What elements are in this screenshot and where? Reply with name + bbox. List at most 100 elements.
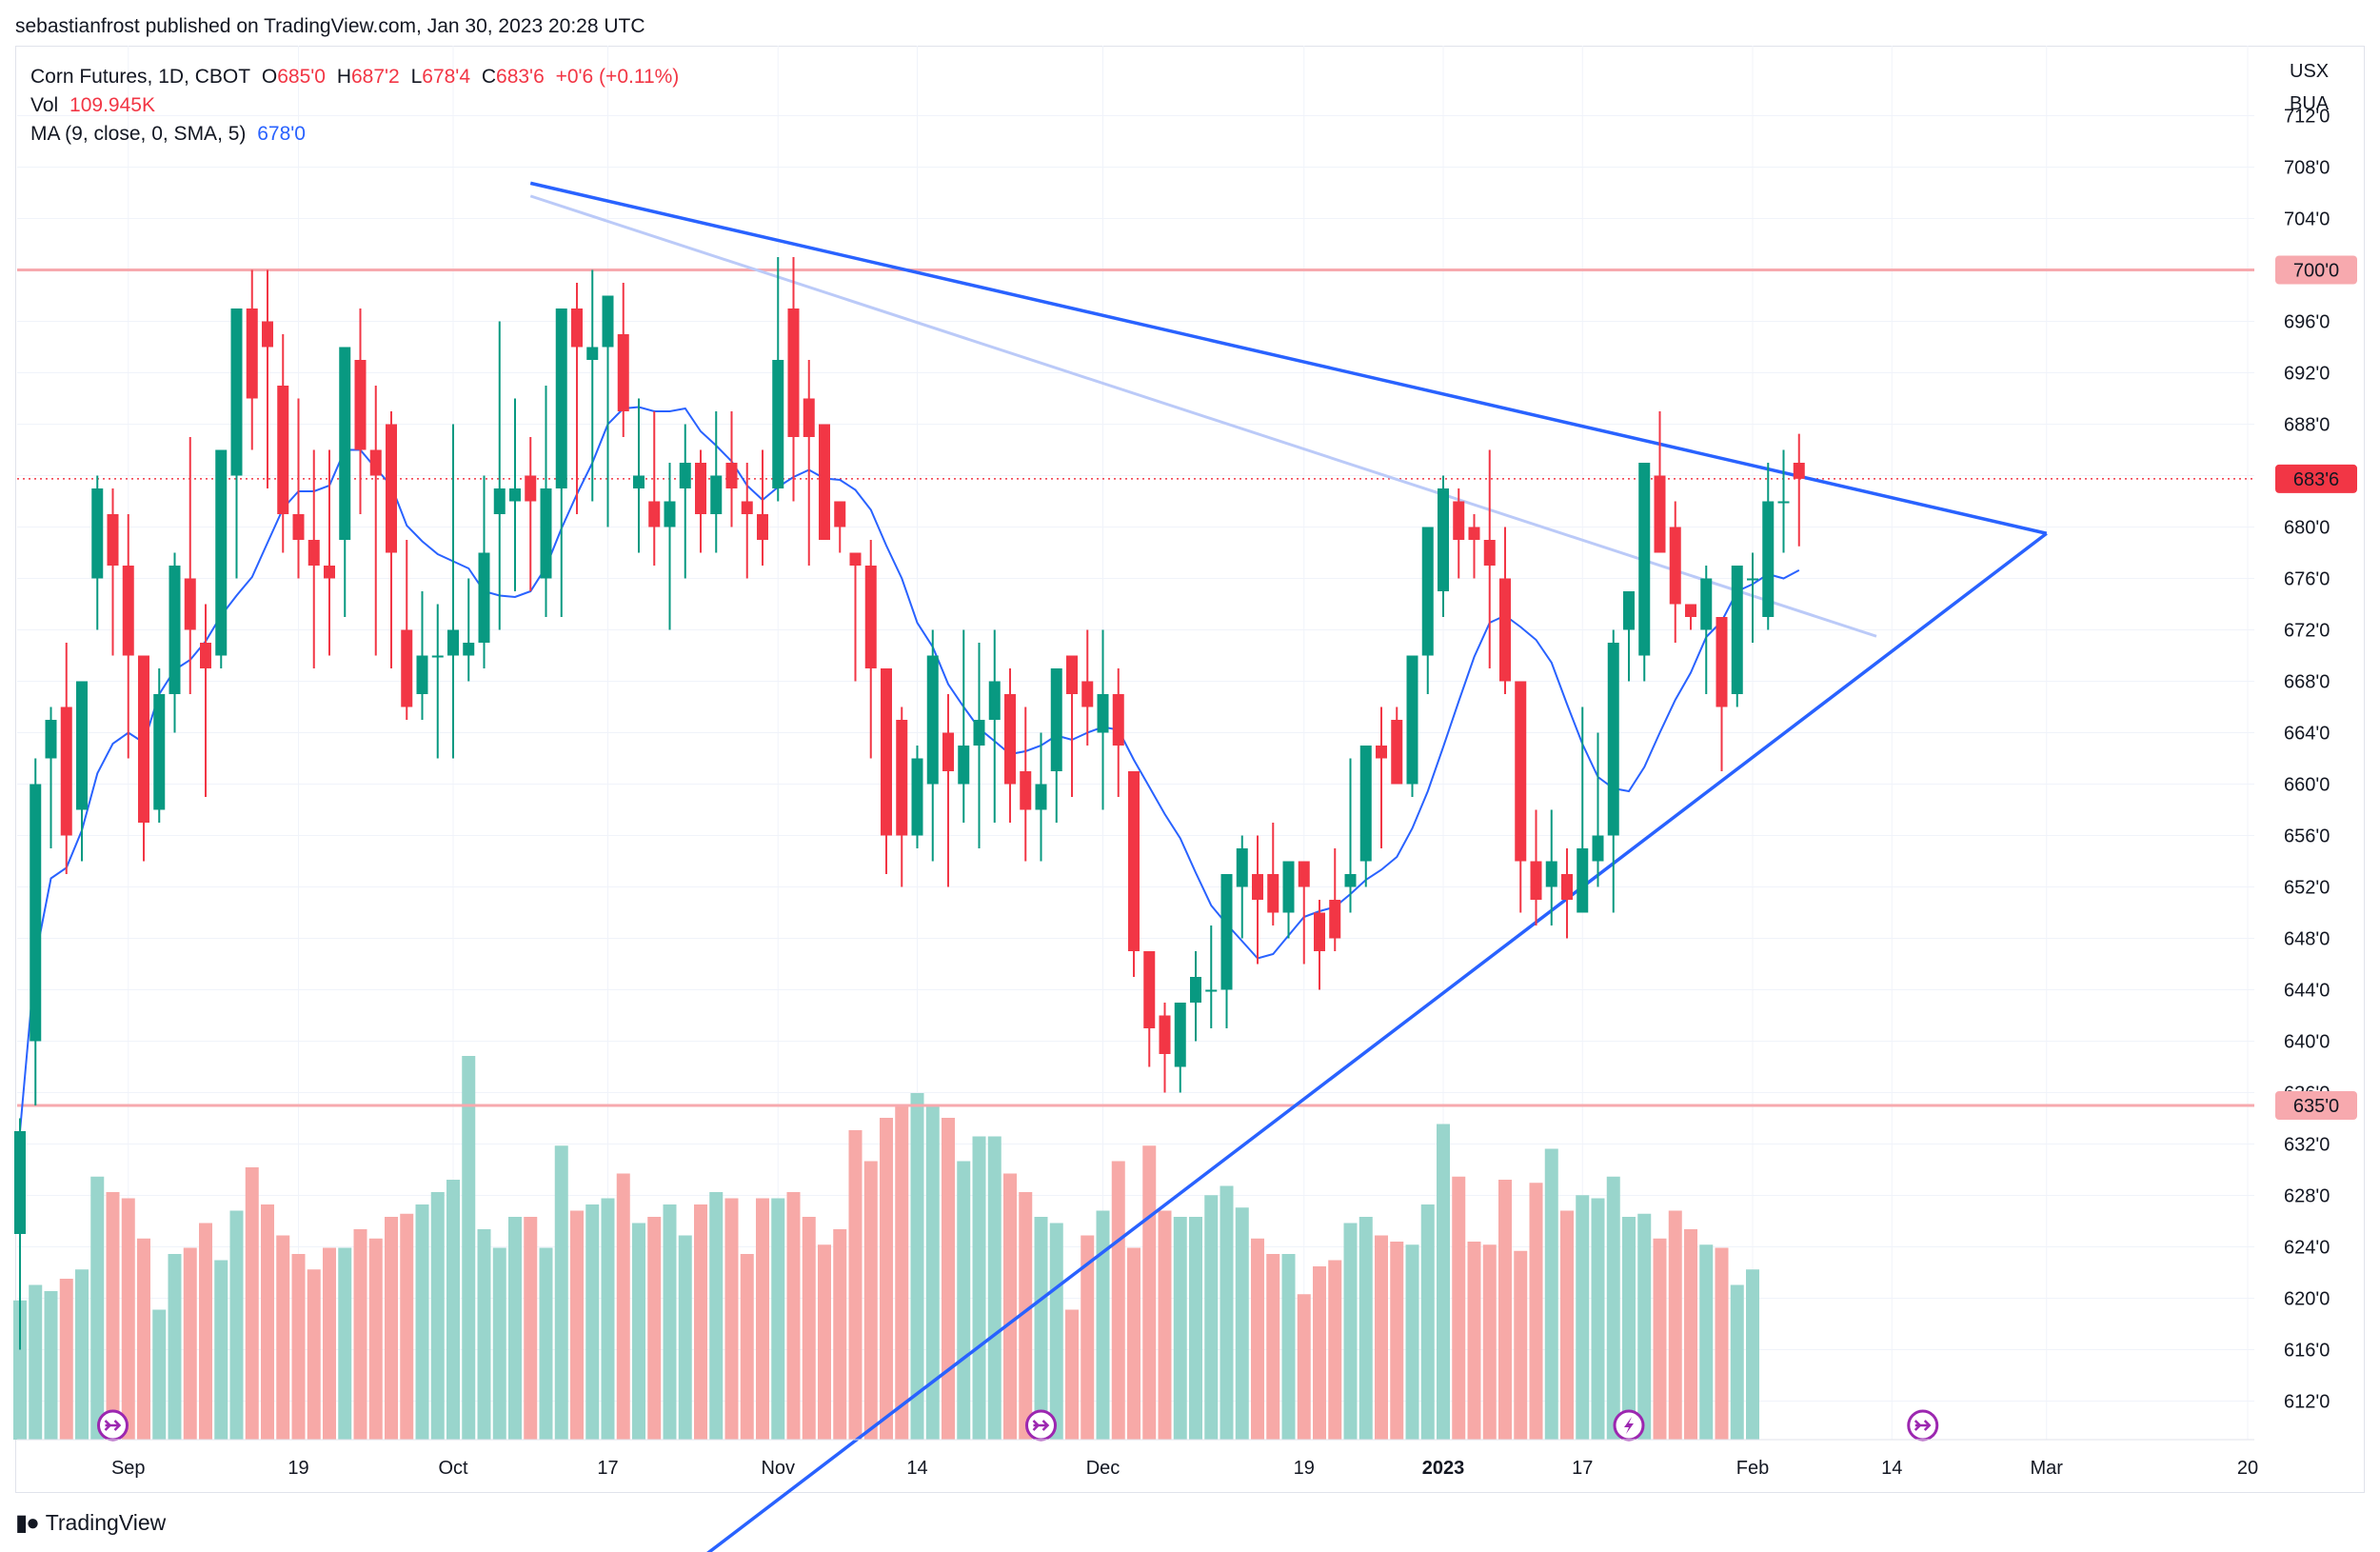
volume-bar [863, 1161, 878, 1440]
candle-body [1252, 874, 1263, 900]
volume-bar [492, 1247, 506, 1440]
volume-bar [910, 1093, 924, 1440]
price-axis-tick: 696'0 [2284, 312, 2330, 333]
currency-unit-label[interactable]: USX BUA [2290, 55, 2329, 120]
candle-body [602, 295, 614, 348]
candle-body [1747, 578, 1758, 581]
candle-body [695, 463, 706, 514]
candle-body [184, 578, 196, 630]
candle-body [741, 501, 753, 514]
candle-body [262, 321, 273, 348]
volume-bar [1544, 1148, 1558, 1440]
chart-frame[interactable] [15, 46, 2365, 1493]
time-axis-tick: 17 [1572, 1458, 1593, 1479]
price-tag-label: 683'6 [2293, 469, 2339, 490]
price-axis-tick: 664'0 [2284, 724, 2330, 745]
candle-body [1236, 848, 1248, 887]
candle-body [1483, 540, 1496, 566]
candle-body [354, 360, 367, 450]
time-axis-tick: 19 [288, 1458, 308, 1479]
candle-body [1716, 617, 1728, 707]
ma-line [19, 406, 1800, 1132]
candle-body [942, 732, 954, 771]
candle-body [1577, 848, 1589, 913]
candle-body [973, 720, 985, 746]
candle-body [926, 655, 939, 785]
candle-body [1081, 681, 1094, 707]
volume-bar [740, 1254, 754, 1440]
time-axis-tick: 14 [906, 1458, 927, 1479]
legend-ma-label[interactable]: MA (9, close, 0, SMA, 5) [30, 123, 247, 145]
candle-body [307, 540, 320, 566]
volume-bar [75, 1269, 89, 1440]
tradingview-brand[interactable]: ▮● TradingView [15, 1509, 166, 1537]
candle-body [324, 566, 335, 579]
volume-bar [1482, 1244, 1497, 1440]
volume-bar [1220, 1185, 1234, 1440]
candle-body [1421, 527, 1434, 656]
volume-bar [1204, 1195, 1219, 1440]
volume-bar [13, 1300, 27, 1440]
price-tag-box [2275, 1091, 2357, 1120]
volume-bar [1606, 1176, 1620, 1440]
price-axis-tick: 616'0 [2284, 1341, 2330, 1362]
legend-vol-label[interactable]: Vol [30, 94, 59, 116]
candle-body [1205, 989, 1218, 992]
dividend-event-icon[interactable] [97, 1409, 129, 1442]
volume-bar [462, 1056, 476, 1440]
legend-ohlc-row: Corn Futures, 1D, CBOT O685'0 H687'2 L67… [30, 63, 684, 91]
event-markers[interactable] [97, 1409, 1939, 1442]
volume-bar [229, 1210, 244, 1440]
price-axis-tick: 656'0 [2284, 826, 2330, 847]
volume-bar [1746, 1269, 1759, 1440]
volume-bar [616, 1173, 630, 1440]
candle-body [14, 1131, 26, 1234]
price-axis-tick: 688'0 [2284, 415, 2330, 436]
candle-body [1530, 861, 1542, 900]
candle-body [571, 308, 583, 348]
flash-event-icon[interactable] [1613, 1409, 1645, 1442]
candle-body [664, 501, 676, 527]
volume-bar [1622, 1217, 1636, 1440]
candle-body [1314, 912, 1325, 951]
candle-body [1654, 475, 1666, 553]
trendline-resistance [529, 181, 2048, 535]
time-axis-tick: Oct [438, 1458, 468, 1479]
legend-vol-value: 109.945K [69, 94, 155, 116]
volume-bar [1111, 1161, 1125, 1440]
volume-bar [1158, 1210, 1172, 1440]
volume-bar [1281, 1254, 1296, 1440]
volume-bar [724, 1198, 739, 1440]
candle-body [277, 386, 289, 514]
volume-bar [1065, 1309, 1079, 1440]
candle-body [772, 360, 784, 488]
candle-body [1669, 527, 1681, 605]
dividend-event-icon[interactable] [1907, 1409, 1939, 1442]
candle-body [1561, 874, 1573, 900]
time-axis[interactable]: Sep 19 Oct 17 Nov 14 Dec 19 2023 17 Feb 14 Mar 20 [17, 1439, 2258, 1479]
price-axis-tick: 640'0 [2284, 1032, 2330, 1053]
legend-symbol[interactable]: Corn Futures, 1D, CBOT [30, 66, 251, 88]
volume-bar [1637, 1213, 1652, 1440]
volume-bar [1081, 1235, 1095, 1440]
dividend-event-icon[interactable] [1025, 1409, 1057, 1442]
volume-bar [694, 1204, 707, 1440]
volume-bar [554, 1145, 568, 1440]
volume-bars [13, 1056, 1759, 1440]
candle-body [169, 566, 181, 694]
candle-body [540, 488, 552, 579]
volume-bar [601, 1198, 615, 1440]
candle-body [292, 514, 305, 540]
candle-body [819, 424, 830, 540]
legend-h-label: H [336, 66, 351, 88]
publish-line: sebastianfrost published on TradingView.… [15, 15, 645, 37]
volume-bar [276, 1235, 290, 1440]
volume-bar [307, 1269, 321, 1440]
candle-body [1700, 578, 1713, 630]
price-axis[interactable]: 612'0616'0620'0624'0628'0632'0636'0640'0… [2284, 107, 2330, 1413]
candle-body [1731, 566, 1743, 694]
candle-body [1453, 501, 1465, 540]
legend-c-label: C [481, 66, 497, 88]
candle-body [1097, 694, 1109, 733]
